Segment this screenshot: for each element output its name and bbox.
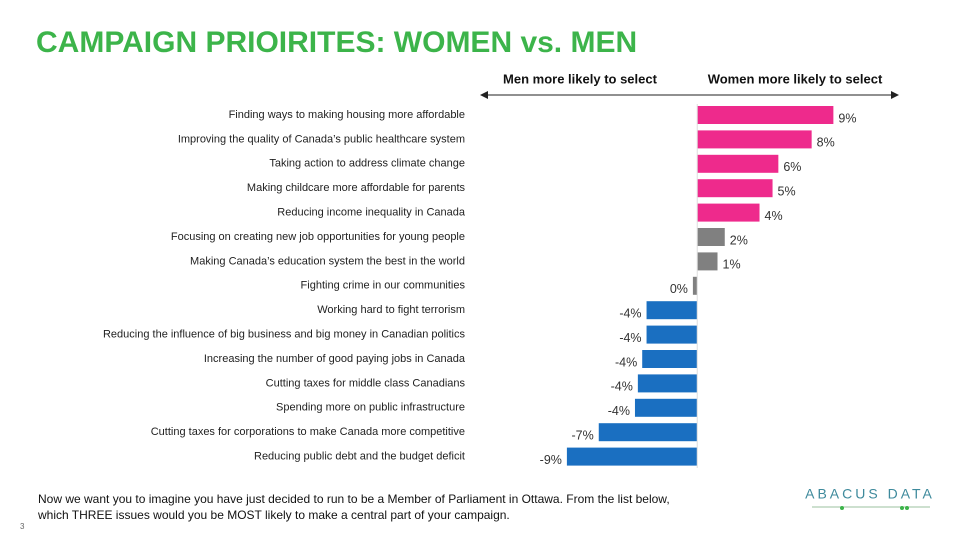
bar (646, 301, 698, 320)
category-label: Working hard to fight terrorism (317, 304, 465, 316)
right-label: Women more likely to select (708, 71, 883, 86)
logo-dot (900, 506, 904, 510)
value-label: -4% (615, 355, 637, 369)
value-label: 9% (838, 111, 856, 125)
category-label: Reducing the influence of big business a… (103, 329, 466, 341)
value-label: -4% (619, 331, 641, 345)
value-label: -7% (572, 428, 594, 442)
value-label: 4% (765, 209, 783, 223)
bar (697, 203, 760, 222)
value-label: 0% (670, 282, 688, 296)
chart-title: CAMPAIGN PRIOIRITES: WOMEN vs. MEN (36, 26, 637, 59)
bar (642, 350, 698, 368)
bar (692, 276, 698, 295)
bar (697, 154, 779, 173)
value-label: 5% (778, 184, 796, 198)
bar (697, 130, 812, 149)
category-label: Improving the quality of Canada’s public… (178, 133, 465, 145)
category-label: Reducing income inequality in Canada (277, 207, 466, 219)
value-label: -9% (540, 453, 562, 467)
bar (697, 252, 718, 271)
logo: ABACUS DATA (805, 486, 935, 502)
logo-dot (905, 506, 909, 510)
category-label: Making Canada’s education system the bes… (190, 255, 465, 267)
bar (697, 228, 725, 246)
category-label: Cutting taxes for middle class Canadians (266, 377, 466, 389)
value-label: -4% (611, 380, 633, 394)
bar (598, 423, 698, 442)
bar (566, 447, 698, 466)
logo-dot (840, 506, 844, 510)
bar (637, 374, 698, 393)
left-label: Men more likely to select (503, 71, 658, 86)
value-label: -4% (608, 404, 630, 418)
category-label: Increasing the number of good paying job… (204, 353, 466, 365)
category-label: Taking action to address climate change (269, 158, 465, 170)
value-label: 2% (730, 233, 748, 247)
category-label: Finding ways to making housing more affo… (229, 109, 465, 121)
page-number: 3 (20, 522, 25, 531)
value-label: 8% (817, 136, 835, 150)
category-label: Cutting taxes for corporations to make C… (151, 426, 465, 438)
value-label: 1% (723, 258, 741, 272)
footnote: Now we want you to imagine you have just… (37, 492, 670, 522)
category-label: Reducing public debt and the budget defi… (254, 451, 465, 463)
bar (634, 398, 698, 417)
value-label: 6% (783, 160, 801, 174)
value-label: -4% (619, 306, 641, 320)
bar (697, 106, 834, 124)
bar (697, 179, 773, 198)
category-label: Spending more on public infrastructure (276, 402, 465, 414)
category-label: Making childcare more affordable for par… (247, 182, 466, 194)
bar (646, 325, 698, 344)
category-label: Focusing on creating new job opportuniti… (171, 231, 465, 243)
category-label: Fighting crime in our communities (301, 280, 466, 292)
